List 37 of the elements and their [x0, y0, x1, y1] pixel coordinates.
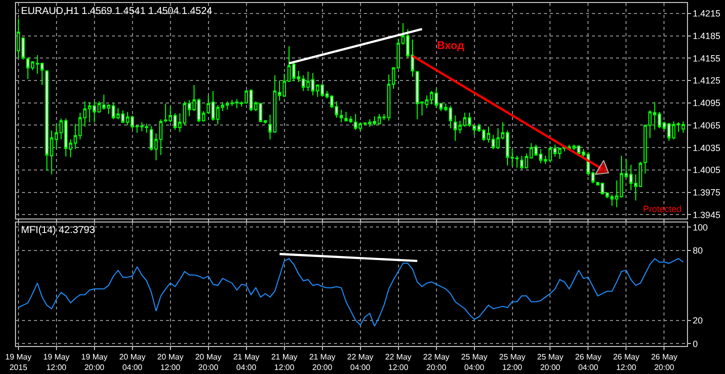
x-tick-label: 25 May 20:00 [537, 352, 564, 372]
y-tick-label: 1.4095 [692, 98, 720, 108]
x-tick-label: 20 May 04:00 [119, 352, 146, 372]
x-tick-label: 21 May 20:00 [309, 352, 336, 372]
x-tick-label: 19 May 12:00 [43, 352, 70, 372]
y-tick-label: 1.3945 [692, 210, 720, 220]
y-tick-label: 1.4035 [692, 142, 720, 153]
x-tick-label: 25 May 04:00 [461, 352, 488, 372]
y-tick-label: 1.3975 [692, 187, 720, 198]
y-tick-label: 0 [692, 338, 698, 349]
y-tick-label: 20 [692, 316, 703, 326]
y-tick-label: 1.4005 [692, 165, 720, 176]
y-tick-label: 1.4125 [692, 76, 720, 86]
y-tick-label: 1.4155 [692, 53, 720, 64]
x-tick-label: 22 May 04:00 [347, 352, 374, 372]
y-tick-label: 1.4215 [692, 8, 720, 19]
line-series [18, 258, 684, 327]
annotation: Protected [643, 204, 682, 214]
annotation: Вход [437, 40, 464, 52]
x-tick-label: 19 May 2015 [5, 352, 32, 372]
x-tick-label: 20 May 20:00 [195, 352, 222, 372]
y-tick-label: 100 [692, 222, 708, 232]
y-tick-label: 1.4185 [692, 30, 720, 41]
x-tick-label: 26 May 20:00 [651, 352, 678, 372]
x-tick-label: 21 May 12:00 [271, 352, 298, 372]
x-tick-label: 25 May 12:00 [499, 352, 526, 372]
y-tick-label: 80 [692, 246, 703, 256]
chart-title: MFI(14) 42.3793 [21, 225, 96, 236]
x-tick-label: 26 May 04:00 [575, 352, 602, 372]
chart-title: EURAUD,H1 1.4569 1.4541 1.4504 1.4524 [21, 6, 213, 17]
x-tick-label: 26 May 12:00 [613, 352, 640, 372]
x-tick-label: 20 May 12:00 [157, 352, 184, 372]
y-tick-label: 1.4065 [692, 120, 720, 130]
x-tick-label: 22 May 12:00 [385, 352, 412, 372]
x-tick-label: 22 May 20:00 [423, 352, 450, 372]
x-tick-label: 19 May 20:00 [81, 352, 108, 372]
x-tick-label: 21 May 04:00 [233, 352, 260, 372]
